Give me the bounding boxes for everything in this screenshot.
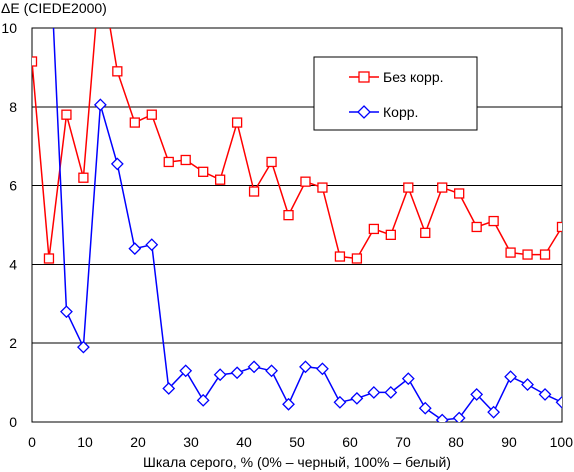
series-2-point <box>162 382 176 395</box>
series-1-point <box>163 156 174 168</box>
x-axis-label: Шкала серого, % (0% – черный, 100% – бел… <box>143 454 451 470</box>
series-1-point <box>471 221 482 233</box>
y-tick-label: 8 <box>9 99 17 115</box>
series-2-point <box>110 157 124 171</box>
x-tick-label: 100 <box>550 434 574 450</box>
series-2-point <box>504 370 518 384</box>
series-1-point <box>214 174 226 185</box>
series-1-line <box>32 28 562 260</box>
series-1-point <box>248 186 260 197</box>
series-2-point <box>418 401 432 415</box>
series-2-point <box>350 391 364 405</box>
legend-marker-series-1 <box>358 71 370 83</box>
series-2-point <box>145 238 159 252</box>
series-1-point <box>556 221 562 233</box>
series-1-point <box>32 56 38 67</box>
series-1-point <box>420 227 431 239</box>
series-1-point <box>198 166 209 177</box>
y-tick-label: 0 <box>9 414 17 430</box>
series-1-point <box>437 182 448 193</box>
x-tick-label: 0 <box>28 434 36 450</box>
y-tick-label: 6 <box>9 178 17 194</box>
legend: Без корр. Корр. <box>313 56 478 131</box>
series-2-point <box>247 360 261 374</box>
x-tick-label: 40 <box>236 434 252 450</box>
series-2-point <box>196 393 210 407</box>
series-2-point <box>367 386 381 399</box>
x-tick-label: 10 <box>77 434 93 450</box>
series-1-point <box>334 251 346 262</box>
series-2-point <box>538 388 552 401</box>
series-1-point <box>403 182 414 193</box>
series-2-point <box>555 395 562 409</box>
series-2-point <box>401 372 415 386</box>
x-tick-label: 90 <box>501 434 517 450</box>
series-2-point <box>128 242 142 256</box>
y-tick-label: 4 <box>9 256 17 272</box>
series-1-point <box>266 156 277 168</box>
series-layer <box>32 28 562 422</box>
series-2-point <box>299 360 312 374</box>
series-2-point <box>487 405 501 419</box>
legend-label-series-2: Корр. <box>383 104 418 120</box>
series-2-line <box>52 28 562 421</box>
series-2-point <box>333 395 347 409</box>
legend-label-series-1: Без корр. <box>383 69 444 85</box>
x-tick-label: 80 <box>448 434 464 450</box>
series-1-point <box>61 109 72 120</box>
x-tick-label: 60 <box>342 434 358 450</box>
series-1-point <box>522 249 533 260</box>
series-1-point <box>385 229 396 241</box>
legend-box <box>313 56 478 131</box>
series-1-point <box>43 253 55 264</box>
x-tick-label: 20 <box>130 434 146 450</box>
y-tick-label: 10 <box>1 20 17 36</box>
series-1-point <box>231 117 243 128</box>
series-2-point <box>521 378 534 391</box>
series-1-point <box>454 188 465 199</box>
series-2-point <box>282 397 295 411</box>
x-tick-labels: 0 10 20 30 40 50 60 70 80 90 100 <box>28 434 573 450</box>
series-2-point <box>316 362 329 376</box>
series-2-point <box>60 305 73 319</box>
series-2-point <box>213 368 227 382</box>
series-2-point <box>179 364 193 378</box>
series-2-point <box>230 366 244 380</box>
y-tick-label: 2 <box>9 335 17 351</box>
legend-marker-series-2 <box>357 105 371 119</box>
series-1-point <box>78 172 89 183</box>
x-tick-label: 70 <box>395 434 411 450</box>
series-2-point <box>470 388 484 401</box>
series-2-point <box>265 364 278 378</box>
series-1-point <box>283 209 294 221</box>
series-2-point <box>435 413 449 422</box>
series-1-point <box>505 247 516 258</box>
y-axis-label: ΔE (CIEDE2000) <box>1 0 107 16</box>
series-2-point <box>93 98 107 112</box>
series-2-point <box>452 411 466 422</box>
x-tick-label: 30 <box>183 434 199 450</box>
series-1-point <box>300 176 311 187</box>
series-1-point <box>317 182 328 193</box>
series-1-point <box>146 109 157 120</box>
series-1-point <box>112 66 123 77</box>
series-1-point <box>539 249 551 260</box>
y-tick-labels: 0 2 4 6 8 10 <box>1 20 17 430</box>
series-2-point <box>384 386 398 399</box>
series-1-point <box>488 215 499 227</box>
series-2-point <box>76 340 90 354</box>
series-1-point <box>351 253 363 264</box>
x-tick-label: 50 <box>289 434 305 450</box>
series-1-point <box>368 223 380 235</box>
series-1-point <box>180 154 191 166</box>
series-1-point <box>129 117 140 128</box>
